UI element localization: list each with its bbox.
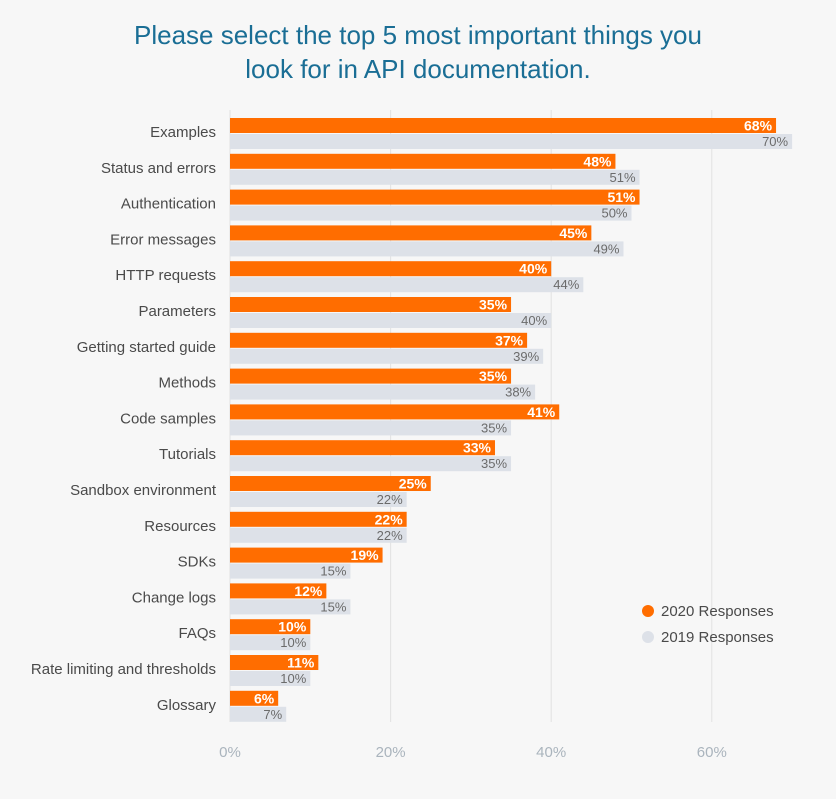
bar-2019 <box>230 313 552 328</box>
x-tick-label: 0% <box>219 744 241 761</box>
data-label-2019: 44% <box>553 277 579 292</box>
category-label: Parameters <box>138 303 216 320</box>
category-label: Examples <box>150 124 216 141</box>
category-label: Sandbox environment <box>70 482 217 499</box>
bar-2020 <box>230 189 640 205</box>
bar-2019 <box>230 492 407 507</box>
category-label: Status and errors <box>101 160 216 177</box>
bar-2020 <box>230 404 560 420</box>
data-label-2019: 22% <box>377 528 403 543</box>
bar-2020 <box>230 511 407 527</box>
data-label-2019: 35% <box>481 420 507 435</box>
data-label-2020: 6% <box>254 690 275 706</box>
data-label-2020: 10% <box>278 619 307 635</box>
data-label-2019: 39% <box>513 349 539 364</box>
legend-label-2019: 2019 Responses <box>661 629 774 646</box>
data-label-2019: 10% <box>280 635 306 650</box>
bar-2020 <box>230 261 552 277</box>
bar-2020 <box>230 297 512 312</box>
bar-2019 <box>230 348 544 364</box>
chart-title: Please select the top 5 most important t… <box>0 18 836 86</box>
legend-marker-2020 <box>642 605 654 617</box>
data-label-2019: 70% <box>762 134 788 149</box>
bar-2019 <box>230 134 793 149</box>
data-label-2020: 37% <box>495 332 524 348</box>
bar-2019 <box>230 241 624 257</box>
data-label-2020: 12% <box>294 583 323 599</box>
bar-2020 <box>230 153 616 169</box>
bar-2020 <box>230 476 431 491</box>
bar-2020 <box>230 655 319 670</box>
category-label: Tutorials <box>159 446 216 463</box>
data-label-2020: 19% <box>351 547 380 563</box>
category-label: Methods <box>158 375 216 392</box>
bar-2019 <box>230 169 640 185</box>
legend-marker-2019 <box>642 631 654 643</box>
data-label-2020: 40% <box>519 261 548 277</box>
category-label: Resources <box>144 518 216 535</box>
data-label-2019: 51% <box>609 170 635 185</box>
category-label: Glossary <box>157 697 217 714</box>
data-label-2019: 49% <box>593 241 619 256</box>
category-label: Rate limiting and thresholds <box>31 661 216 678</box>
data-label-2019: 10% <box>280 671 306 686</box>
category-label: Error messages <box>110 231 216 248</box>
x-tick-label: 20% <box>376 744 406 761</box>
bar-2019 <box>230 420 512 436</box>
data-label-2019: 35% <box>481 456 507 471</box>
bar-2019 <box>230 456 512 472</box>
bar-2019 <box>230 563 351 579</box>
category-label: Authentication <box>121 196 216 213</box>
bar-2019 <box>230 384 536 400</box>
bar-2020 <box>230 368 512 384</box>
bar-2020 <box>230 690 279 706</box>
bar-2020 <box>230 225 592 241</box>
category-label: SDKs <box>178 554 216 571</box>
data-label-2019: 15% <box>320 564 346 579</box>
data-label-2020: 22% <box>375 511 404 527</box>
data-label-2019: 22% <box>377 492 403 507</box>
data-label-2020: 41% <box>527 404 556 420</box>
bar-2019 <box>230 599 351 615</box>
x-tick-label: 40% <box>536 744 566 761</box>
data-label-2019: 7% <box>263 707 282 722</box>
bar-2019 <box>230 635 311 651</box>
data-label-2020: 33% <box>463 440 492 456</box>
bar-2020 <box>230 118 777 133</box>
data-label-2020: 68% <box>744 118 773 134</box>
data-label-2019: 38% <box>505 385 531 400</box>
chart-title-line-1: Please select the top 5 most important t… <box>134 20 702 50</box>
data-label-2020: 11% <box>287 655 315 671</box>
category-label: Getting started guide <box>77 339 216 356</box>
bar-2020 <box>230 547 383 563</box>
bar-2020 <box>230 583 327 599</box>
bar-2020 <box>230 619 311 635</box>
data-label-2020: 35% <box>479 297 508 313</box>
bar-2019 <box>230 527 407 543</box>
data-label-2020: 25% <box>399 476 428 492</box>
bar-2019 <box>230 706 287 722</box>
category-label: FAQs <box>178 625 216 642</box>
bar-2019 <box>230 277 584 293</box>
data-label-2019: 40% <box>521 313 547 328</box>
legend-label-2020: 2020 Responses <box>661 603 774 620</box>
bar-2019 <box>230 205 632 221</box>
data-label-2020: 48% <box>583 153 612 169</box>
chart-title-line-2: look for in API documentation. <box>245 54 591 84</box>
category-label: HTTP requests <box>115 267 216 284</box>
data-label-2020: 51% <box>607 189 636 205</box>
x-tick-label: 60% <box>697 744 727 761</box>
bar-2020 <box>230 332 528 348</box>
data-label-2020: 35% <box>479 368 508 384</box>
bar-2020 <box>230 440 495 456</box>
data-label-2019: 15% <box>320 599 346 614</box>
bar-2019 <box>230 671 311 686</box>
category-label: Code samples <box>120 410 216 427</box>
data-label-2020: 45% <box>559 225 588 241</box>
data-label-2019: 50% <box>601 206 627 221</box>
category-label: Change logs <box>132 589 216 606</box>
